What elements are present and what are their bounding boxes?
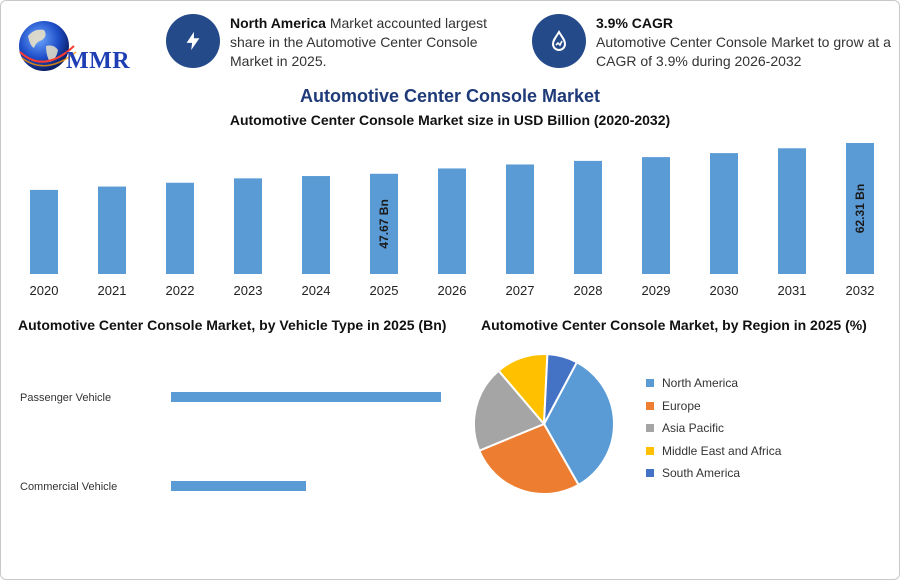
info-card-north-america: North America Market accounted largest s… (166, 14, 496, 71)
market-size-bar-chart: 2020 2021 2022 2023 2024 2025 2026 2027 2028 2029… (30, 143, 875, 298)
legend-item: South America (646, 462, 781, 485)
bar-2027 (506, 164, 534, 274)
x-tick-label: 2026 (438, 283, 467, 298)
legend-swatch (646, 446, 654, 455)
legend-label: Asia Pacific (662, 421, 725, 436)
pie-legend: North America Europe Asia Pacific Middle Ea… (646, 372, 781, 485)
x-tick-label: 2032 (846, 283, 875, 298)
info-card-text: 3.9% CAGR Automotive Center Console Marke… (596, 14, 892, 71)
mmr-logo: MMR (14, 16, 144, 80)
region-title: Automotive Center Console Market, by Reg… (481, 317, 867, 333)
legend-item: Middle East and Africa (646, 440, 781, 463)
hbar-category-label: Commercial Vehicle (20, 481, 117, 493)
logo-text: MMR (66, 48, 131, 74)
bar-2025 (370, 173, 398, 274)
legend-item: North America (646, 372, 781, 395)
legend-label: South America (662, 466, 741, 481)
bar-2026 (438, 168, 466, 274)
legend-label: North America (662, 376, 739, 391)
x-tick-label: 2030 (710, 283, 739, 298)
vehicle-type-bar-chart: Passenger Vehicle Commercial Vehicle (20, 392, 441, 493)
bar-2029 (642, 157, 670, 274)
bar-2032 (846, 143, 874, 274)
bar-2024 (302, 176, 330, 274)
vehicle-type-title: Automotive Center Console Market, by Veh… (18, 317, 447, 333)
pie-slice-south-america (543, 353, 579, 425)
legend-swatch (646, 379, 654, 388)
growth-drop-icon (532, 14, 586, 68)
hbar-commercial-vehicle (171, 481, 306, 491)
legend-item: Europe (646, 395, 781, 418)
legend-label: Middle East and Africa (662, 443, 782, 458)
x-tick-label: 2028 (574, 283, 603, 298)
bar-data-label: 62.31 Bn (853, 184, 867, 233)
legend-swatch (646, 401, 654, 410)
pie-slice-asia-pacific (473, 369, 546, 452)
x-tick-label: 2021 (98, 283, 127, 298)
bar-2030 (710, 153, 738, 274)
info-card-bold: 3.9% CAGR (596, 15, 674, 31)
hbar-passenger-vehicle (171, 392, 441, 402)
bar-2028 (574, 160, 602, 274)
bar-2020 (30, 189, 58, 274)
x-tick-label: 2020 (30, 283, 59, 298)
bar-2031 (778, 148, 806, 274)
x-tick-label: 2023 (234, 283, 263, 298)
bar-2021 (98, 186, 126, 274)
legend-swatch (646, 424, 654, 433)
bar-2023 (234, 178, 262, 274)
x-tick-label: 2022 (166, 283, 195, 298)
info-card-body: Market accounted largest share in the Au… (230, 15, 488, 69)
x-tick-label: 2027 (506, 283, 535, 298)
info-card-text: North America Market accounted largest s… (230, 14, 496, 71)
bar-data-label: 47.67 Bn (377, 199, 391, 248)
legend-swatch (646, 469, 654, 478)
info-card-body: Automotive Center Console Market to grow… (596, 34, 891, 69)
legend-item: Asia Pacific (646, 417, 781, 440)
x-tick-label: 2024 (302, 283, 331, 298)
lightning-icon (166, 14, 220, 68)
globe-icon (19, 21, 77, 71)
legend-label: Europe (662, 398, 701, 413)
bar-chart-subtitle: Automotive Center Console Market size in… (229, 112, 671, 128)
x-tick-label: 2031 (778, 283, 807, 298)
info-card-bold: North America (230, 15, 326, 31)
info-card-cagr: 3.9% CAGR Automotive Center Console Marke… (532, 14, 892, 71)
hbar-category-label: Passenger Vehicle (20, 392, 111, 404)
region-pie-chart (473, 353, 615, 495)
main-title: Automotive Center Console Market (299, 86, 601, 106)
x-tick-label: 2029 (642, 283, 671, 298)
x-tick-label: 2025 (370, 283, 399, 298)
bar-2022 (166, 182, 194, 274)
